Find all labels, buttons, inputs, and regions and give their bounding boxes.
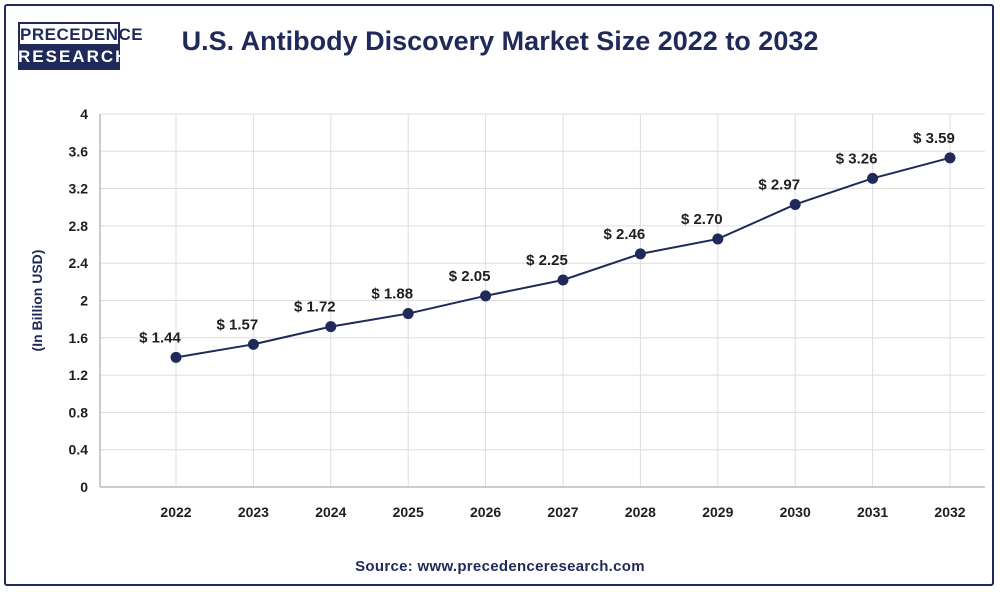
x-tick-label: 2027: [547, 504, 578, 520]
data-label: $ 2.25: [526, 252, 568, 269]
data-point: [402, 308, 414, 320]
data-label: $ 2.70: [681, 211, 723, 228]
x-tick-label: 2029: [702, 504, 733, 520]
y-tick-label: 1.2: [69, 367, 89, 383]
y-tick-label: 2.8: [69, 218, 89, 234]
x-tick-label: 2032: [934, 504, 965, 520]
data-point: [170, 351, 182, 363]
data-point: [634, 248, 646, 260]
data-point: [712, 233, 724, 245]
chart-title: U.S. Antibody Discovery Market Size 2022…: [181, 26, 819, 56]
x-tick-label: 2028: [625, 504, 656, 520]
data-point: [325, 321, 337, 333]
source-note: Source: www.precedenceresearch.com: [355, 558, 645, 575]
data-point: [557, 274, 569, 286]
x-tick-label: 2026: [470, 504, 501, 520]
data-label: $ 1.72: [294, 299, 336, 316]
data-label: $ 1.57: [217, 316, 259, 333]
data-point: [867, 172, 879, 184]
y-tick-label: 3.2: [69, 181, 89, 197]
data-label: $ 1.88: [371, 286, 413, 303]
x-tick-label: 2031: [857, 504, 888, 520]
y-tick-label: 0: [80, 479, 88, 495]
y-axis-label: (In Billion USD): [29, 250, 45, 352]
data-label: $ 2.05: [449, 268, 491, 285]
chart-frame: [4, 4, 994, 586]
data-label: $ 2.97: [758, 176, 800, 193]
y-tick-label: 2: [80, 293, 88, 309]
x-tick-label: 2025: [393, 504, 424, 520]
x-tick-label: 2024: [315, 504, 346, 520]
x-tick-label: 2023: [238, 504, 269, 520]
x-tick-label: 2022: [160, 504, 191, 520]
y-tick-label: 0.8: [69, 404, 89, 420]
data-label: $ 3.26: [836, 150, 878, 167]
data-point: [944, 152, 956, 164]
data-point: [480, 290, 492, 302]
brand-logo-line1: PRECEDENCE: [18, 22, 143, 44]
brand-logo: PRECEDENCE RESEARCH: [18, 22, 143, 72]
data-point: [789, 198, 801, 210]
data-label: $ 1.44: [139, 329, 181, 346]
brand-logo-line2: RESEARCH: [18, 44, 127, 70]
y-tick-label: 0.4: [69, 442, 89, 458]
y-tick-label: 1.6: [69, 330, 89, 346]
y-tick-label: 2.4: [69, 255, 89, 271]
data-point: [247, 338, 259, 350]
data-label: $ 3.59: [913, 130, 955, 147]
data-label: $ 2.46: [604, 226, 646, 243]
y-tick-label: 3.6: [69, 143, 89, 159]
x-tick-label: 2030: [780, 504, 811, 520]
y-tick-label: 4: [80, 106, 88, 122]
